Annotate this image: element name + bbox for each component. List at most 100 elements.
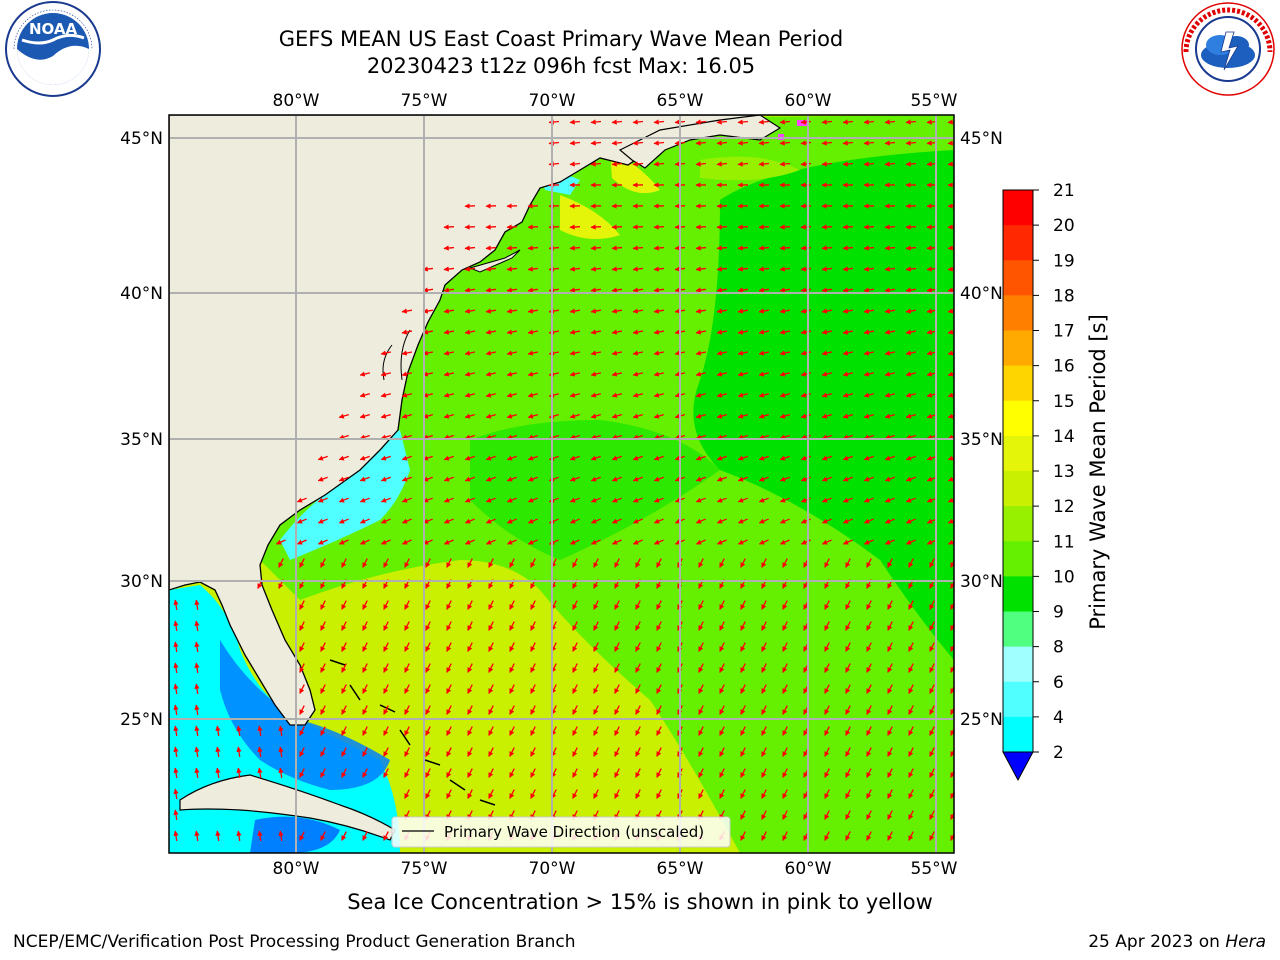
wave-arrow [614, 558, 620, 568]
wave-arrow [548, 350, 560, 356]
wave-arrow [635, 558, 641, 568]
wave-arrow [530, 768, 536, 778]
wave-arrow [695, 539, 706, 545]
wave-arrow [569, 434, 580, 440]
colorbar-swatch [1003, 225, 1033, 261]
wave-arrow [698, 600, 704, 610]
wave-arrow [635, 747, 641, 757]
wave-arrow [572, 768, 578, 778]
wave-arrow [338, 518, 349, 524]
wave-arrow [320, 726, 326, 736]
cuba-land [179, 774, 396, 841]
wave-arrow [887, 558, 893, 568]
wave-arrow [761, 663, 767, 673]
wave-arrow [653, 350, 665, 356]
wave-arrow [887, 810, 893, 820]
wave-arrow [845, 705, 851, 715]
wave-arrow [929, 747, 935, 757]
wave-arrow [614, 642, 620, 652]
wave-arrow [338, 539, 349, 545]
wave-arrow [779, 350, 791, 356]
wave-arrow [506, 497, 517, 503]
wave-arrow [173, 788, 179, 800]
wave-arrow [656, 663, 662, 673]
wave-arrow [656, 684, 662, 694]
wave-arrow [863, 245, 875, 251]
wave-arrow [446, 600, 452, 610]
wave-arrow [758, 455, 769, 461]
wave-arrow [716, 266, 728, 272]
wave-arrow [716, 350, 728, 356]
wave-arrow [509, 621, 515, 631]
wave-arrow [863, 392, 875, 398]
wave-arrow [863, 455, 874, 461]
wave-arrow [338, 476, 349, 482]
wave-arrow [863, 224, 875, 230]
wave-arrow [653, 287, 665, 293]
wave-arrow [488, 663, 494, 673]
wave-arrow [821, 518, 832, 524]
wave-arrow [782, 621, 788, 631]
wave-arrow [782, 747, 788, 757]
wave-arrow [590, 140, 602, 146]
wave-arrow [908, 663, 914, 673]
wave-arrow [572, 726, 578, 736]
wave-arrow [866, 621, 872, 631]
wave-arrow [779, 518, 790, 524]
wave-arrow [362, 558, 368, 568]
wave-arrow [929, 768, 935, 778]
wave-arrow [404, 621, 410, 631]
wave-arrow [845, 663, 851, 673]
wave-arrow [527, 371, 539, 377]
wave-arrow [317, 539, 328, 545]
colorbar-swatch [1003, 506, 1033, 542]
wave-arrow [866, 768, 872, 778]
wave-arrow [614, 768, 620, 778]
wave-arrow [530, 684, 536, 694]
wave-arrow [758, 518, 769, 524]
wave-arrow [590, 476, 601, 482]
wave-arrow [485, 350, 497, 356]
lat-label-right: 30°N [960, 572, 1003, 592]
wave-arrow [635, 663, 641, 673]
wave-arrow [719, 663, 725, 673]
lon-label-top: 70°W [529, 91, 576, 111]
wave-arrow [824, 810, 830, 820]
wave-arrow [464, 539, 475, 545]
wave-arrow [488, 600, 494, 610]
colorbar: 21 20 19 18 17 16 15 14 13 12 11 10 9 8 6 4 2 [1002, 181, 1075, 782]
wave-arrow [866, 810, 872, 820]
wave-arrow [866, 831, 872, 841]
wave-arrow [698, 663, 704, 673]
wave-arrow [887, 768, 893, 778]
wave-arrow [695, 518, 706, 524]
wave-arrow [950, 832, 954, 841]
wave-arrow [779, 224, 791, 230]
wave-arrow [863, 266, 875, 272]
wave-arrow [569, 350, 581, 356]
wave-arrow [257, 725, 263, 737]
wave-arrow [572, 705, 578, 715]
wave-arrow [821, 161, 833, 167]
wave-arrow [737, 140, 749, 146]
wave-arrow [884, 518, 895, 524]
wave-arrow [380, 350, 392, 356]
wave-arrow [716, 371, 728, 377]
wave-arrow [299, 663, 305, 673]
wave-arrow [359, 413, 370, 419]
wave-arrow [509, 789, 515, 799]
wave-arrow [866, 789, 872, 799]
wave-arrow [506, 539, 517, 545]
wave-arrow [593, 726, 599, 736]
wave-arrow [485, 371, 497, 377]
wave-arrow [905, 434, 916, 440]
wave-arrow [488, 705, 494, 715]
wave-arrow [425, 789, 431, 799]
wave-arrow [548, 413, 559, 419]
wave-arrow [299, 831, 305, 841]
wave-arrow [782, 726, 788, 736]
wave-arrow [632, 413, 643, 419]
wave-arrow [863, 350, 875, 356]
wave-arrow [887, 642, 893, 652]
wave-arrow [632, 476, 643, 482]
